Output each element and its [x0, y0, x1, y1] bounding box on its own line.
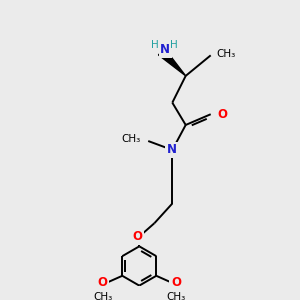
- Text: O: O: [171, 276, 181, 290]
- Text: N: N: [167, 143, 176, 156]
- Polygon shape: [158, 49, 186, 76]
- Text: N: N: [160, 44, 170, 56]
- Text: O: O: [98, 276, 108, 290]
- Text: CH₃: CH₃: [216, 49, 235, 58]
- Text: H: H: [170, 40, 178, 50]
- Text: CH₃: CH₃: [93, 292, 112, 300]
- Text: CH₃: CH₃: [166, 292, 186, 300]
- Text: CH₃: CH₃: [122, 134, 141, 144]
- Text: H: H: [152, 40, 159, 50]
- Text: O: O: [133, 230, 142, 243]
- Text: O: O: [218, 108, 228, 121]
